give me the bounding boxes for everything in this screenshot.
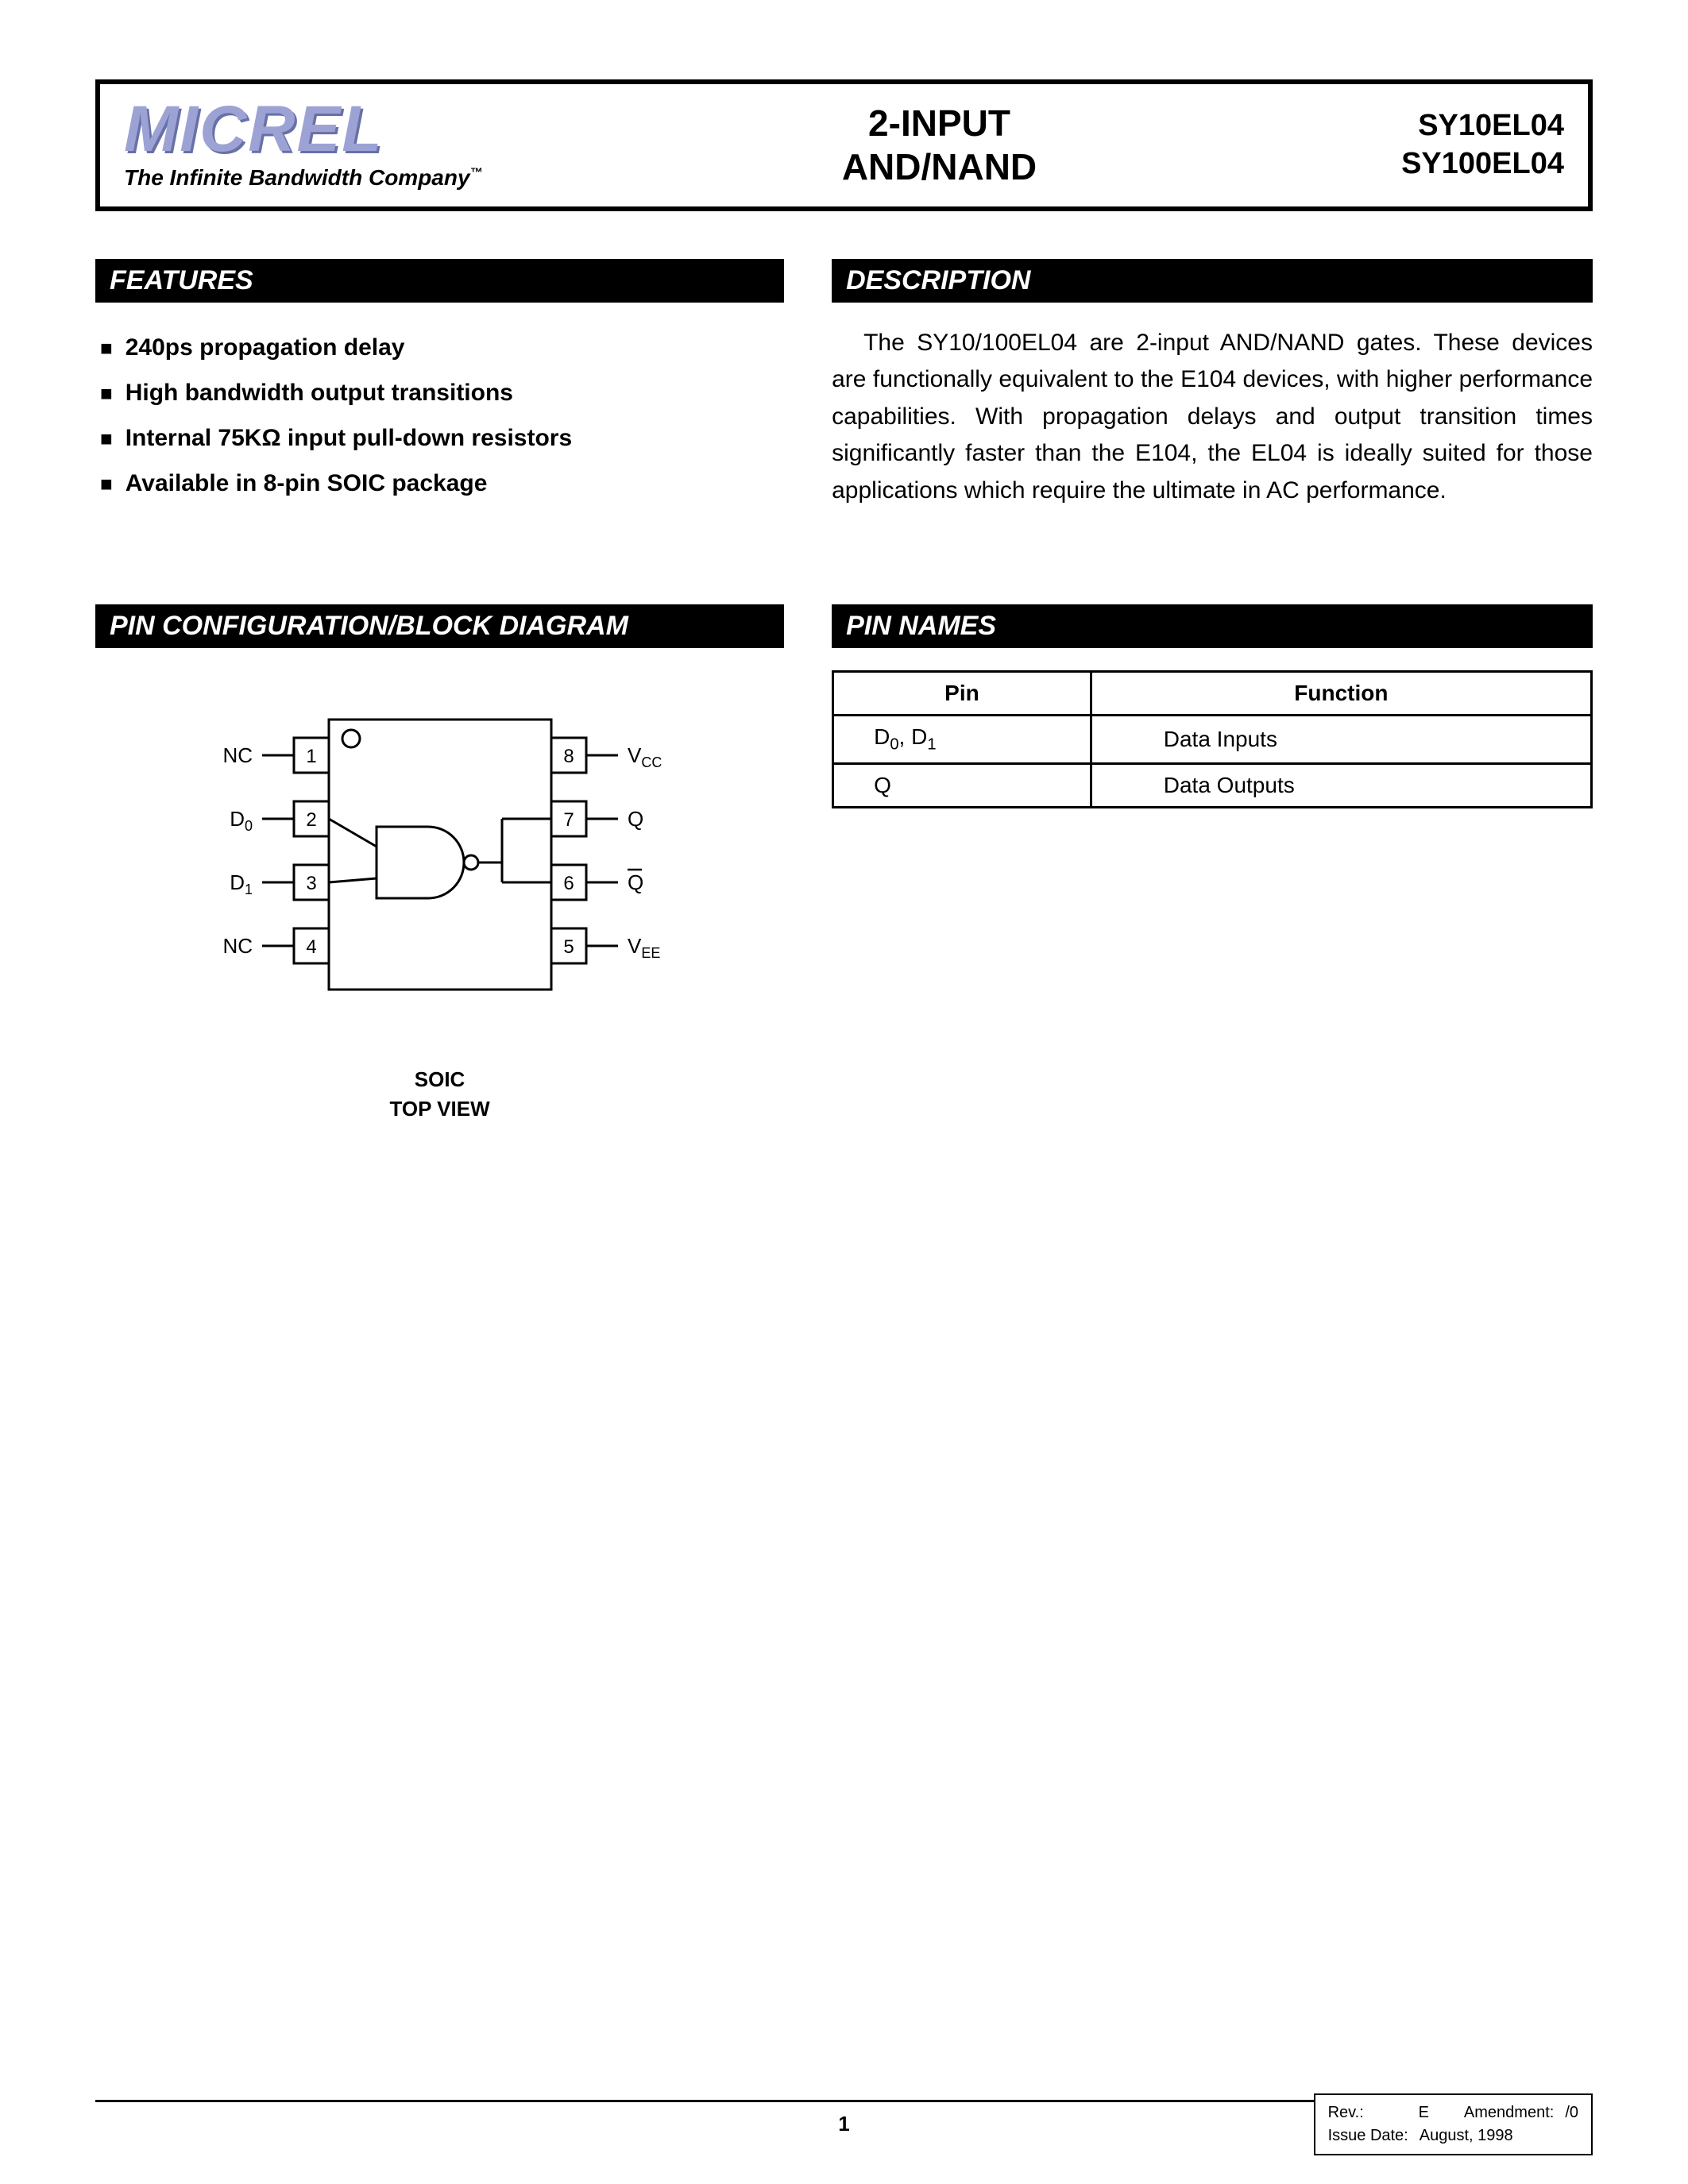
svg-text:VCC: VCC <box>628 743 662 770</box>
function-cell: Data Inputs <box>1091 716 1591 764</box>
svg-text:4: 4 <box>306 936 316 958</box>
logo-tagline: The Infinite Bandwidth Company™ <box>124 165 569 191</box>
rev-label: Rev.: <box>1328 2101 1408 2124</box>
pin-col-header: Pin <box>833 672 1091 716</box>
logo-block: MICREL The Infinite Bandwidth Company™ <box>124 100 569 191</box>
amend-label: Amendment: <box>1464 2101 1554 2124</box>
svg-text:Q: Q <box>628 807 643 831</box>
svg-text:VEE: VEE <box>628 934 660 961</box>
features-list: 240ps propagation delayHigh bandwidth ou… <box>95 325 784 506</box>
svg-text:NC: NC <box>222 743 253 767</box>
svg-text:1: 1 <box>306 746 316 767</box>
description-heading: DESCRIPTION <box>832 259 1593 303</box>
pinconfig-heading: PIN CONFIGURATION/BLOCK DIAGRAM <box>95 604 784 648</box>
footer: 1 Rev.: E Amendment: /0 Issue Date: Augu… <box>95 2100 1593 2136</box>
issue-label: Issue Date: <box>1328 2124 1408 2147</box>
title-line2: AND/NAND <box>569 145 1310 189</box>
description-text: The SY10/100EL04 are 2-input AND/NAND ga… <box>832 325 1593 510</box>
features-heading: FEATURES <box>95 259 784 303</box>
svg-text:8: 8 <box>563 746 574 767</box>
svg-text:D1: D1 <box>230 870 253 897</box>
logo-text: MICREL <box>124 100 569 159</box>
svg-text:6: 6 <box>563 873 574 894</box>
header-title: 2-INPUT AND/NAND <box>569 102 1310 189</box>
svg-text:5: 5 <box>563 936 574 958</box>
part-number-1: SY10EL04 <box>1310 107 1564 145</box>
svg-text:D0: D0 <box>230 807 253 834</box>
issue-value: August, 1998 <box>1420 2124 1513 2147</box>
svg-text:3: 3 <box>306 873 316 894</box>
block-diagram: 1 NC 2 D0 3 D1 4 NC 8 VCC 7 Q 6 Q 5 VEE SOIC TOP VIEW <box>95 696 784 1123</box>
function-cell: Data Outputs <box>1091 763 1591 807</box>
svg-text:NC: NC <box>222 934 253 958</box>
feature-item: High bandwidth output transitions <box>100 370 784 415</box>
feature-item: Available in 8-pin SOIC package <box>100 461 784 506</box>
revision-box: Rev.: E Amendment: /0 Issue Date: August… <box>1314 2093 1593 2155</box>
table-row: D0, D1Data Inputs <box>833 716 1592 764</box>
feature-item: Internal 75KΩ input pull-down resistors <box>100 415 784 461</box>
amend-value: /0 <box>1565 2101 1578 2124</box>
caption-line1: SOIC <box>95 1065 784 1094</box>
header-box: MICREL The Infinite Bandwidth Company™ 2… <box>95 79 1593 211</box>
pin-cell: D0, D1 <box>833 716 1091 764</box>
soic-diagram-svg: 1 NC 2 D0 3 D1 4 NC 8 VCC 7 Q 6 Q 5 VEE <box>194 696 686 1029</box>
header-parts: SY10EL04 SY100EL04 <box>1310 107 1564 183</box>
table-row: QData Outputs <box>833 763 1592 807</box>
feature-item: 240ps propagation delay <box>100 325 784 370</box>
svg-text:2: 2 <box>306 809 316 831</box>
svg-text:Q: Q <box>628 870 643 894</box>
pin-names-table: Pin Function D0, D1Data InputsQData Outp… <box>832 670 1593 808</box>
tagline-text: The Infinite Bandwidth Company <box>124 165 470 190</box>
diagram-caption: SOIC TOP VIEW <box>95 1065 784 1123</box>
caption-line2: TOP VIEW <box>95 1094 784 1123</box>
tagline-tm: ™ <box>470 166 483 179</box>
func-col-header: Function <box>1091 672 1591 716</box>
title-line1: 2-INPUT <box>569 102 1310 145</box>
pinnames-heading: PIN NAMES <box>832 604 1593 648</box>
pin-cell: Q <box>833 763 1091 807</box>
rev-value: E <box>1419 2101 1429 2124</box>
part-number-2: SY100EL04 <box>1310 145 1564 183</box>
svg-text:7: 7 <box>563 809 574 831</box>
